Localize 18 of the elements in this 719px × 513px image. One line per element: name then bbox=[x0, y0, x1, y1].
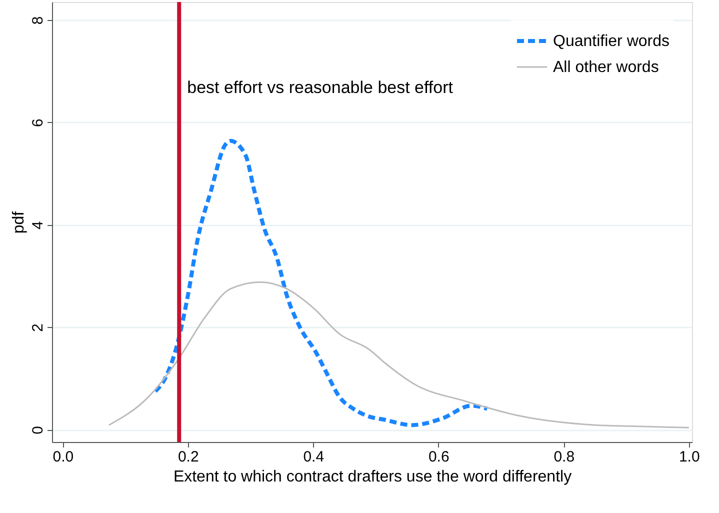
y-tick-label: 2 bbox=[30, 324, 46, 332]
legend-label: All other words bbox=[553, 59, 659, 76]
x-tick-label: 0.6 bbox=[428, 448, 450, 466]
x-tick-label: 0.2 bbox=[178, 448, 199, 466]
line-series bbox=[153, 138, 490, 428]
x-tick-label: 0.0 bbox=[52, 448, 74, 466]
y-tick-label: 6 bbox=[30, 118, 46, 128]
x-tick-label: 0.4 bbox=[303, 448, 324, 466]
x-tick-label: 1.0 bbox=[678, 448, 700, 466]
legend-label: Quantifier words bbox=[553, 33, 670, 50]
y-tick-label: 4 bbox=[30, 221, 46, 230]
y-tick-label: 8 bbox=[30, 16, 46, 25]
y-tick-label: 0 bbox=[30, 426, 46, 434]
y-axis-title: pdf bbox=[10, 210, 28, 234]
x-tick-label: 0.8 bbox=[554, 448, 575, 466]
ref-line-label: best effort vs reasonable best effort bbox=[187, 78, 454, 97]
x-axis-title: Extent to which contract drafters use the word differently bbox=[173, 468, 572, 486]
line-series bbox=[108, 281, 690, 428]
